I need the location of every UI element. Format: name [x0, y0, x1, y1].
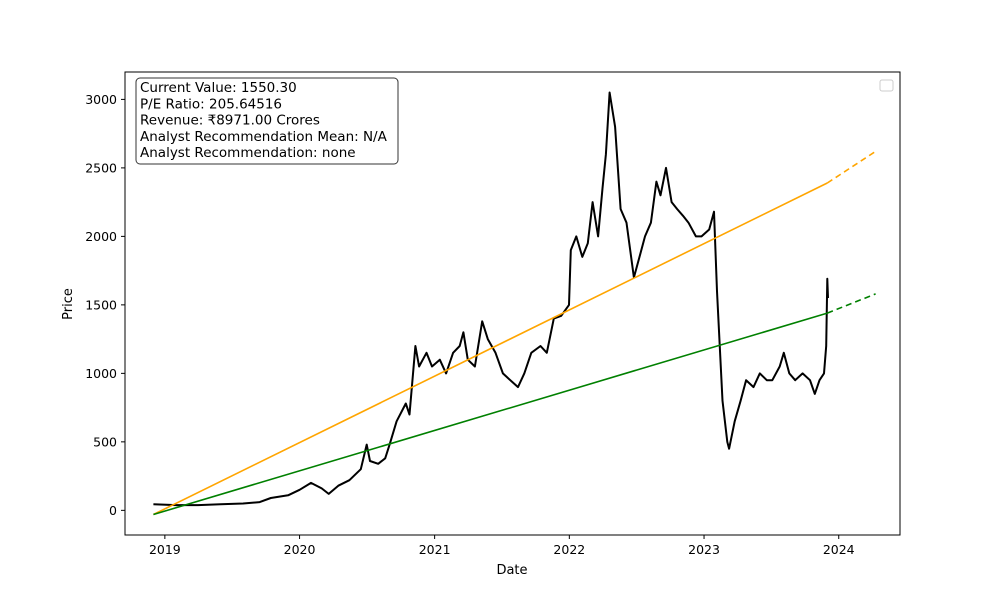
y-axis: 0 500 1000 1500 2000 2500 3000	[85, 92, 125, 518]
x-tick-label-5: 2024	[823, 542, 855, 557]
x-axis-label: Date	[496, 563, 527, 578]
y-tick-label-2: 1000	[85, 366, 117, 381]
y-tick-label-3: 1500	[85, 297, 117, 312]
series-line-4	[827, 293, 876, 314]
info-line-4: Analyst Recommendation: none	[140, 145, 356, 161]
y-tick-label-6: 3000	[85, 92, 117, 107]
y-tick-label-4: 2000	[85, 229, 117, 244]
y-tick-label-5: 2500	[85, 160, 117, 175]
legend-box	[879, 79, 894, 92]
info-line-1: P/E Ratio: 205.64516	[140, 96, 282, 112]
info-box-frame	[135, 77, 399, 165]
x-tick-label-4: 2023	[688, 542, 720, 557]
y-tick-label-0: 0	[109, 503, 117, 518]
info-line-3: Analyst Recommendation Mean: N/A	[140, 129, 388, 145]
y-axis-label: Price	[61, 288, 76, 320]
info-line-0: Current Value: 1550.30	[140, 80, 297, 96]
series-line-1	[153, 182, 828, 516]
series-line-0	[153, 91, 829, 507]
info-box: Current Value: 1550.30P/E Ratio: 205.645…	[135, 77, 399, 165]
info-line-2: Revenue: ₹8971.00 Crores	[140, 113, 320, 129]
plot-frame	[124, 71, 901, 536]
x-tick-label-2: 2021	[419, 542, 451, 557]
series-layer	[153, 91, 877, 516]
y-tick-label-1: 500	[93, 434, 117, 449]
x-tick-label-1: 2020	[284, 542, 316, 557]
x-axis: 2019 2020 2021 2022 2023 2024	[149, 535, 855, 557]
series-line-3	[153, 312, 828, 516]
x-tick-label-0: 2019	[149, 542, 181, 557]
x-tick-label-3: 2022	[553, 542, 585, 557]
